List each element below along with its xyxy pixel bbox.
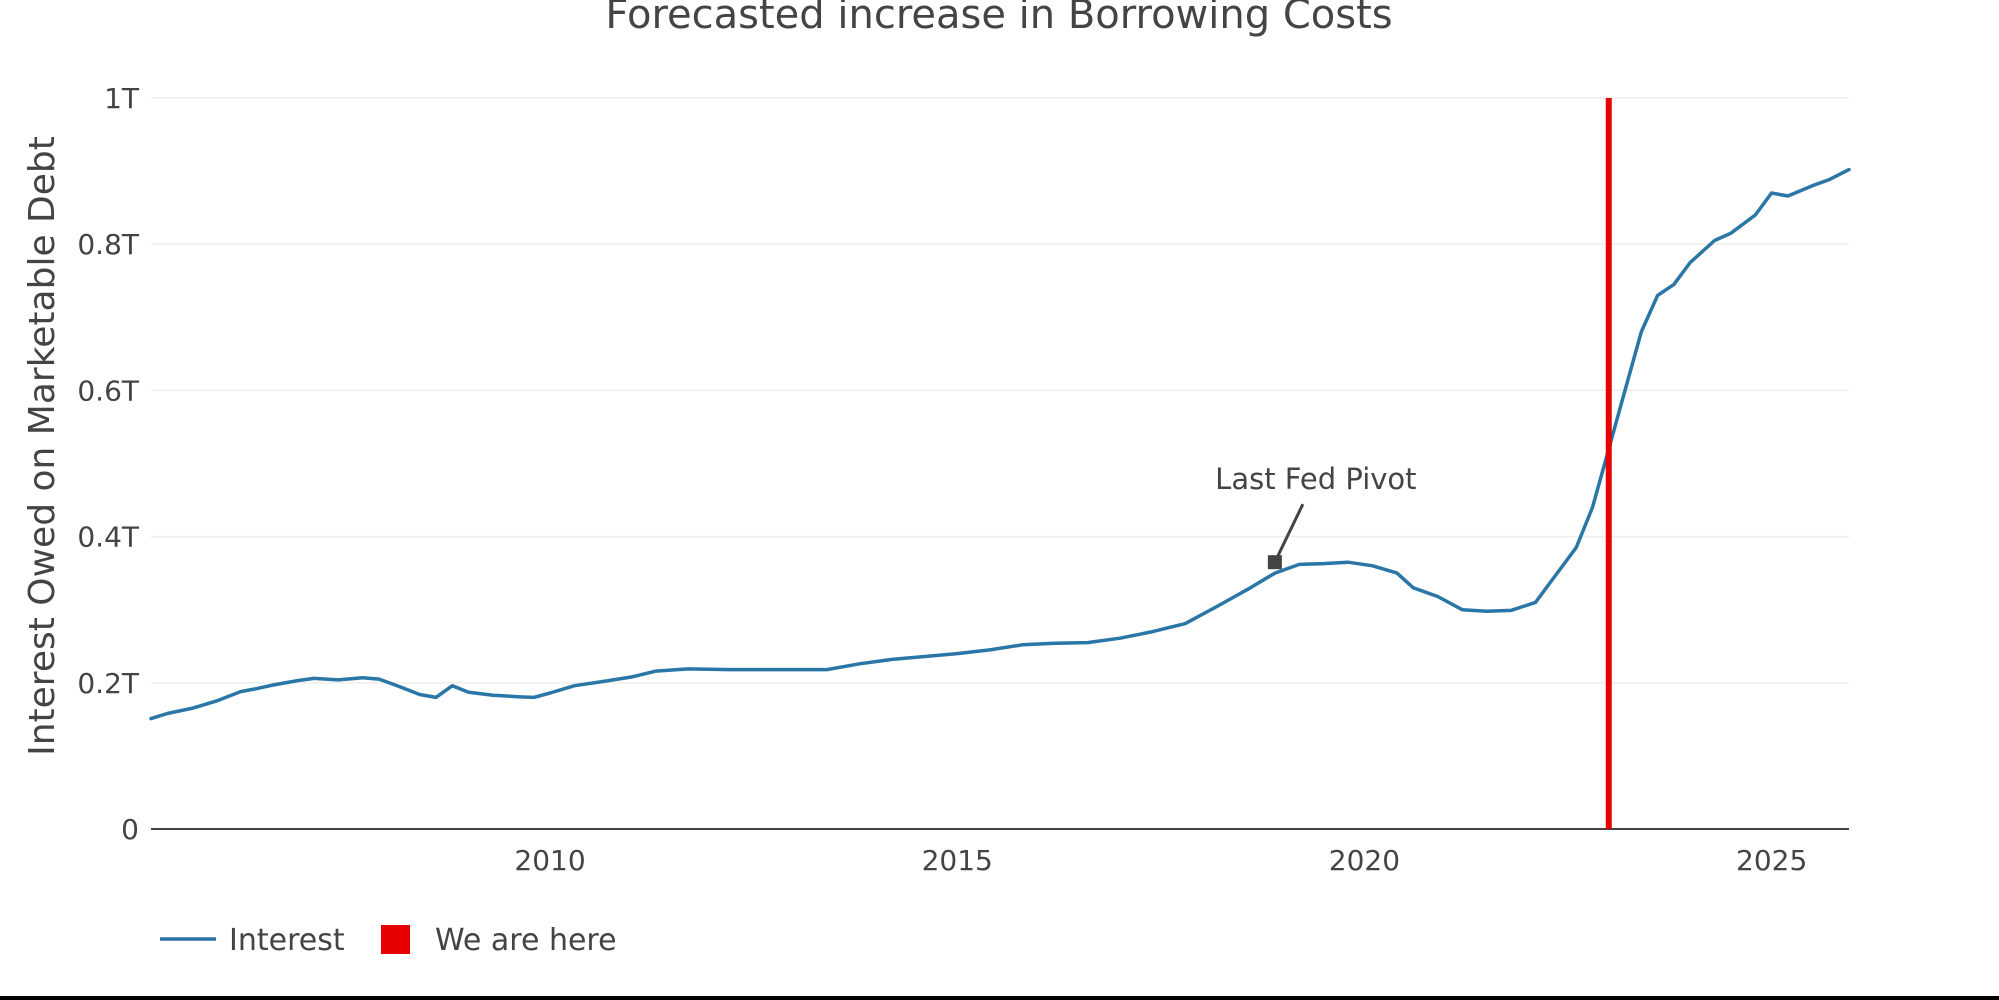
y-tick-label: 0.6T bbox=[77, 374, 140, 407]
y-axis-ticks: 0 0.2T 0.4T 0.6T 0.8T 1T bbox=[77, 82, 140, 846]
x-tick-label: 2025 bbox=[1736, 844, 1807, 877]
legend-label-we-are-here: We are here bbox=[435, 923, 617, 958]
bottom-border bbox=[0, 996, 1999, 1000]
legend: Interest We are here bbox=[160, 923, 617, 958]
annotation-last-fed-pivot: Last Fed Pivot bbox=[1215, 462, 1417, 570]
y-axis-label: Interest Owed on Marketable Debt bbox=[22, 136, 63, 756]
annotation-arrow-head bbox=[1267, 555, 1282, 570]
x-tick-label: 2010 bbox=[514, 844, 585, 877]
x-axis-ticks: 2010 2015 2020 2025 bbox=[514, 844, 1807, 877]
annotation-label: Last Fed Pivot bbox=[1215, 462, 1416, 496]
y-tick-label: 0.2T bbox=[77, 667, 140, 700]
legend-label-interest: Interest bbox=[229, 923, 345, 958]
x-tick-label: 2015 bbox=[922, 844, 993, 877]
x-tick-label: 2020 bbox=[1329, 844, 1400, 877]
annotation-arrow bbox=[1273, 503, 1305, 563]
chart-title: Forecasted increase in Borrowing Costs bbox=[605, 0, 1392, 38]
y-tick-label: 0.8T bbox=[77, 228, 140, 261]
y-tick-label: 0 bbox=[121, 813, 139, 846]
gridlines bbox=[151, 97, 1849, 684]
y-tick-label: 1T bbox=[104, 82, 140, 115]
y-tick-label: 0.4T bbox=[77, 521, 140, 554]
legend-swatch-we-are-here bbox=[381, 925, 410, 954]
series-line-interest bbox=[149, 167, 1851, 721]
